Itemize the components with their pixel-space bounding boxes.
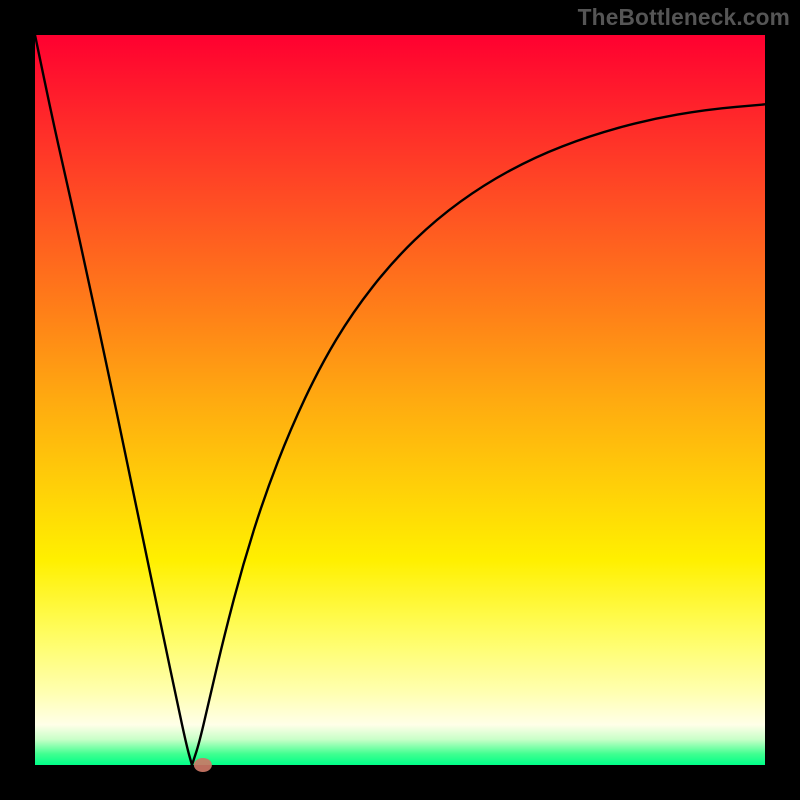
chart-root: TheBottleneck.com: [0, 0, 800, 800]
gradient-background: [35, 35, 765, 765]
bottleneck-chart: [0, 0, 800, 800]
watermark-text: TheBottleneck.com: [578, 4, 790, 31]
minimum-marker: [194, 758, 212, 772]
